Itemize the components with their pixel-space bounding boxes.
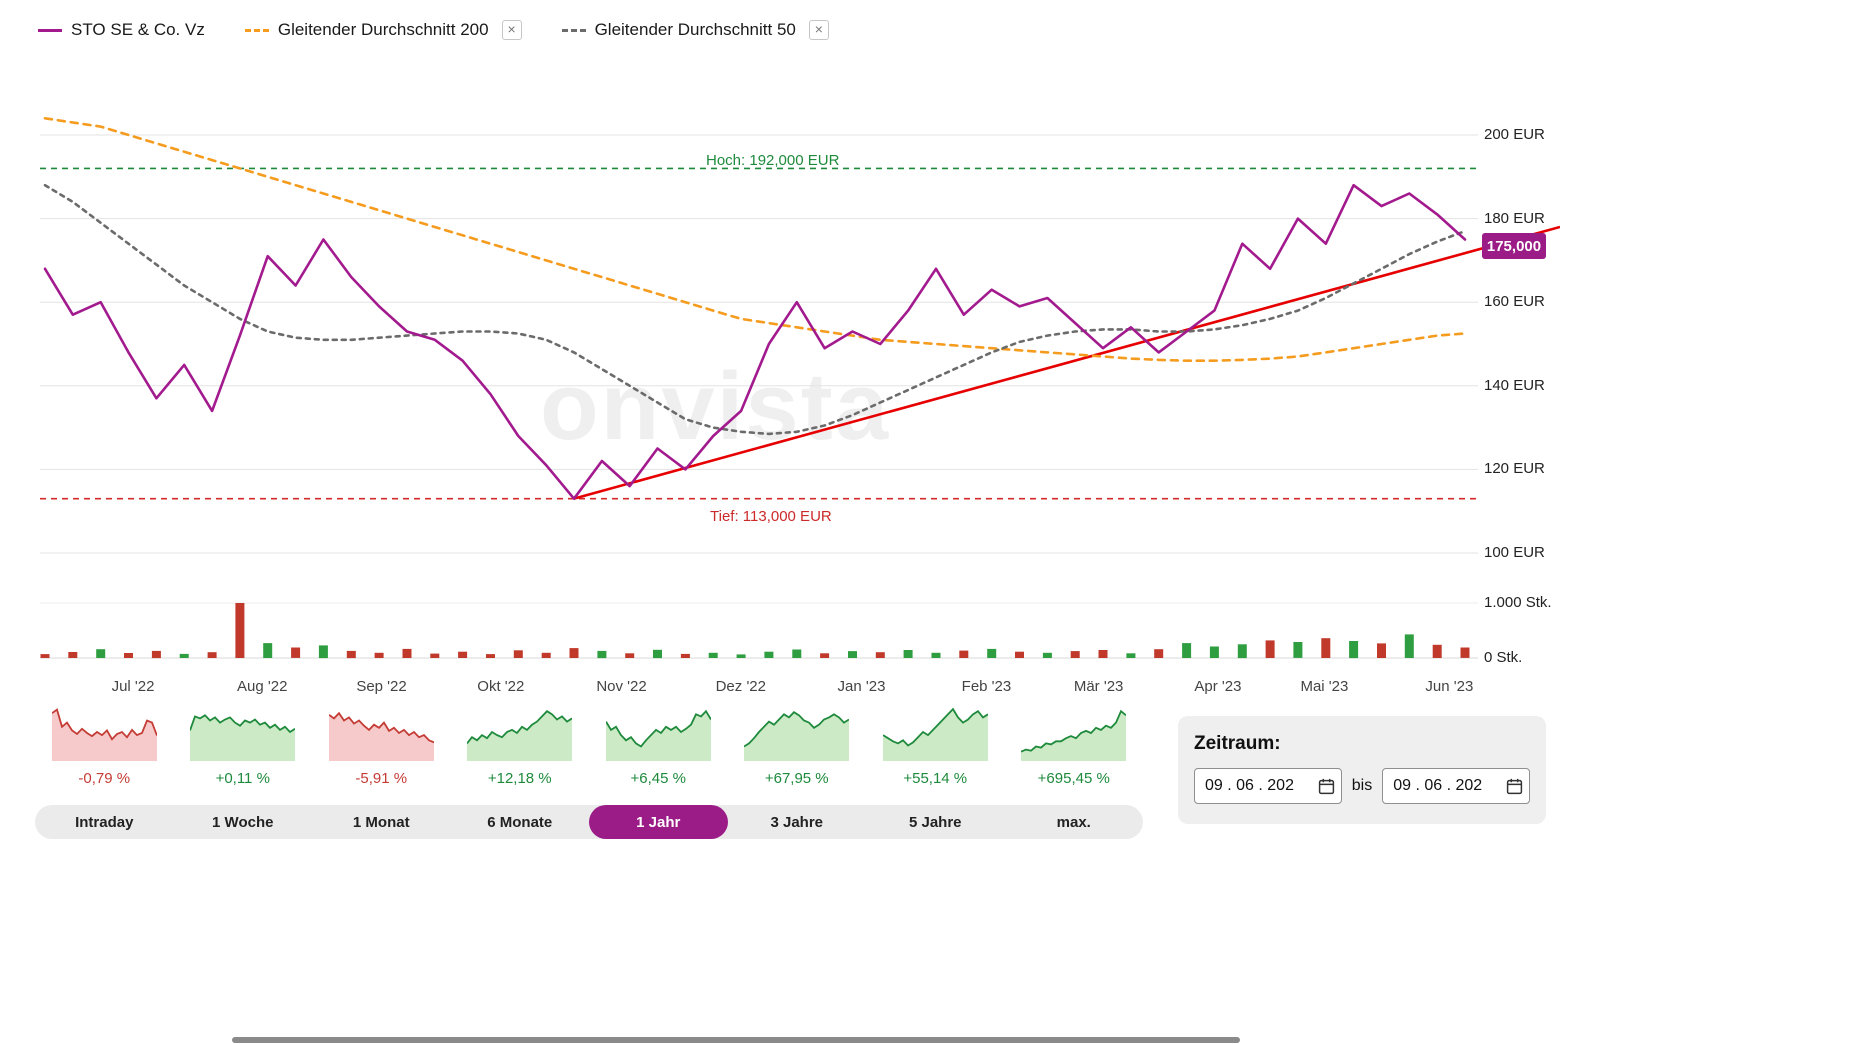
sparkline-chart <box>1021 709 1127 761</box>
date-from-value: 09 . 06 . 202 <box>1205 777 1294 794</box>
period-preview-6-monate: +12,18 % <box>451 703 590 787</box>
horizontal-scrollbar[interactable] <box>232 1037 1240 1043</box>
sparkline-chart <box>328 711 434 761</box>
remove-ma200-close-icon[interactable] <box>501 20 522 40</box>
remove-ma50-close-icon[interactable] <box>808 20 829 40</box>
x-axis-label: Feb '23 <box>961 678 1012 695</box>
zeitraum-inputs-row: 09 . 06 . 202 bis 09 . 06 . 202 <box>1194 768 1530 804</box>
sparkline-chart <box>190 714 296 761</box>
period-previews-row: -0,79 % +0,11 % -5,91 % +12,18 % +6,45 % +67,… <box>35 703 1143 787</box>
zeitraum-heading: Zeitraum: <box>1194 733 1281 754</box>
legend-item-price: STO SE & Co. Vz <box>38 20 205 40</box>
period-preview-max-: +695,45 % <box>1005 703 1144 787</box>
period-preview-1-monat: -5,91 % <box>312 703 451 787</box>
tab-1-jahr[interactable]: 1 Jahr <box>589 805 728 839</box>
x-axis-label: Apr '23 <box>1194 678 1242 695</box>
period-tab-bar: Intraday 1 Woche 1 Monat 6 Monate 1 Jahr 3 Ja… <box>35 805 1143 839</box>
period-percent: +695,45 % <box>1037 770 1110 787</box>
period-percent: +12,18 % <box>487 770 552 787</box>
x-axis-label: Mär '23 <box>1073 678 1124 695</box>
sparkline-chart <box>467 710 573 761</box>
zeitraum-panel: Zeitraum: 09 . 06 . 202 bis 09 . 06 . 20… <box>1178 716 1546 824</box>
sparkline-chart <box>744 711 850 761</box>
x-axis-label: Mai '23 <box>1300 678 1349 695</box>
period-preview-1-jahr: +6,45 % <box>589 703 728 787</box>
legend-item-ma50: Gleitender Durchschnitt 50 <box>561 20 829 40</box>
tab-1-woche[interactable]: 1 Woche <box>212 813 274 831</box>
sparkline-chart <box>605 709 711 761</box>
tab-3-jahre[interactable]: 3 Jahre <box>770 813 824 831</box>
x-axis-label: Jan '23 <box>837 678 886 695</box>
tab-1-monat[interactable]: 1 Monat <box>352 813 410 831</box>
sparkline-chart <box>882 707 988 761</box>
date-to-value: 09 . 06 . 202 <box>1393 777 1483 794</box>
legend-label-ma200: Gleitender Durchschnitt 200 <box>277 20 489 39</box>
ma50-line-swatch <box>561 28 586 32</box>
legend-label-ma50: Gleitender Durchschnitt 50 <box>594 20 796 39</box>
low-annotation: Tief: 113,000 EUR <box>710 508 832 525</box>
legend-item-ma200: Gleitender Durchschnitt 200 <box>244 20 522 40</box>
bis-label: bis <box>1351 777 1373 794</box>
onvista-watermark: onvista <box>540 353 891 460</box>
price-volume-chart[interactable] <box>0 0 1560 700</box>
x-axis-label: Jul '22 <box>111 678 155 695</box>
sparkline-chart <box>51 708 157 761</box>
x-axis-label: Aug '22 <box>237 678 288 695</box>
x-axis-label: Dez '22 <box>715 678 766 695</box>
period-percent: +6,45 % <box>630 770 686 787</box>
period-percent: -0,79 % <box>78 770 131 787</box>
period-percent: -5,91 % <box>355 770 408 787</box>
date-from-input[interactable]: 09 . 06 . 202 <box>1194 768 1342 804</box>
period-percent: +0,11 % <box>215 770 270 787</box>
calendar-icon[interactable] <box>1318 778 1335 795</box>
date-to-input[interactable]: 09 . 06 . 202 <box>1382 768 1530 804</box>
x-axis-label: Jun '23 <box>1425 678 1474 695</box>
chart-legend: STO SE & Co. Vz Gleitender Durchschnitt … <box>38 20 829 40</box>
period-preview-1-woche: +0,11 % <box>174 703 313 787</box>
period-percent: +67,95 % <box>764 770 829 787</box>
x-axis: Jul '22 Aug '22 Sep '22 Okt '22 Nov '22 Dez '… <box>0 678 1560 698</box>
tab-6-monate[interactable]: 6 Monate <box>487 813 553 831</box>
price-line-swatch <box>38 28 62 32</box>
tab-intraday[interactable]: Intraday <box>75 813 134 831</box>
ma200-line-swatch <box>244 28 269 32</box>
x-axis-label: Nov '22 <box>596 678 647 695</box>
current-price-badge: 175,000 <box>1482 233 1546 259</box>
period-preview-intraday: -0,79 % <box>35 703 174 787</box>
legend-label-price: STO SE & Co. Vz <box>71 20 205 39</box>
high-annotation: Hoch: 192,000 EUR <box>706 152 840 169</box>
calendar-icon[interactable] <box>1506 778 1523 795</box>
period-percent: +55,14 % <box>903 770 968 787</box>
x-axis-label: Sep '22 <box>356 678 407 695</box>
tab-5-jahre[interactable]: 5 Jahre <box>908 813 962 831</box>
x-axis-label: Okt '22 <box>477 678 525 695</box>
period-preview-3-jahre: +67,95 % <box>728 703 867 787</box>
period-preview-5-jahre: +55,14 % <box>866 703 1005 787</box>
tab-max-[interactable]: max. <box>1056 813 1091 831</box>
